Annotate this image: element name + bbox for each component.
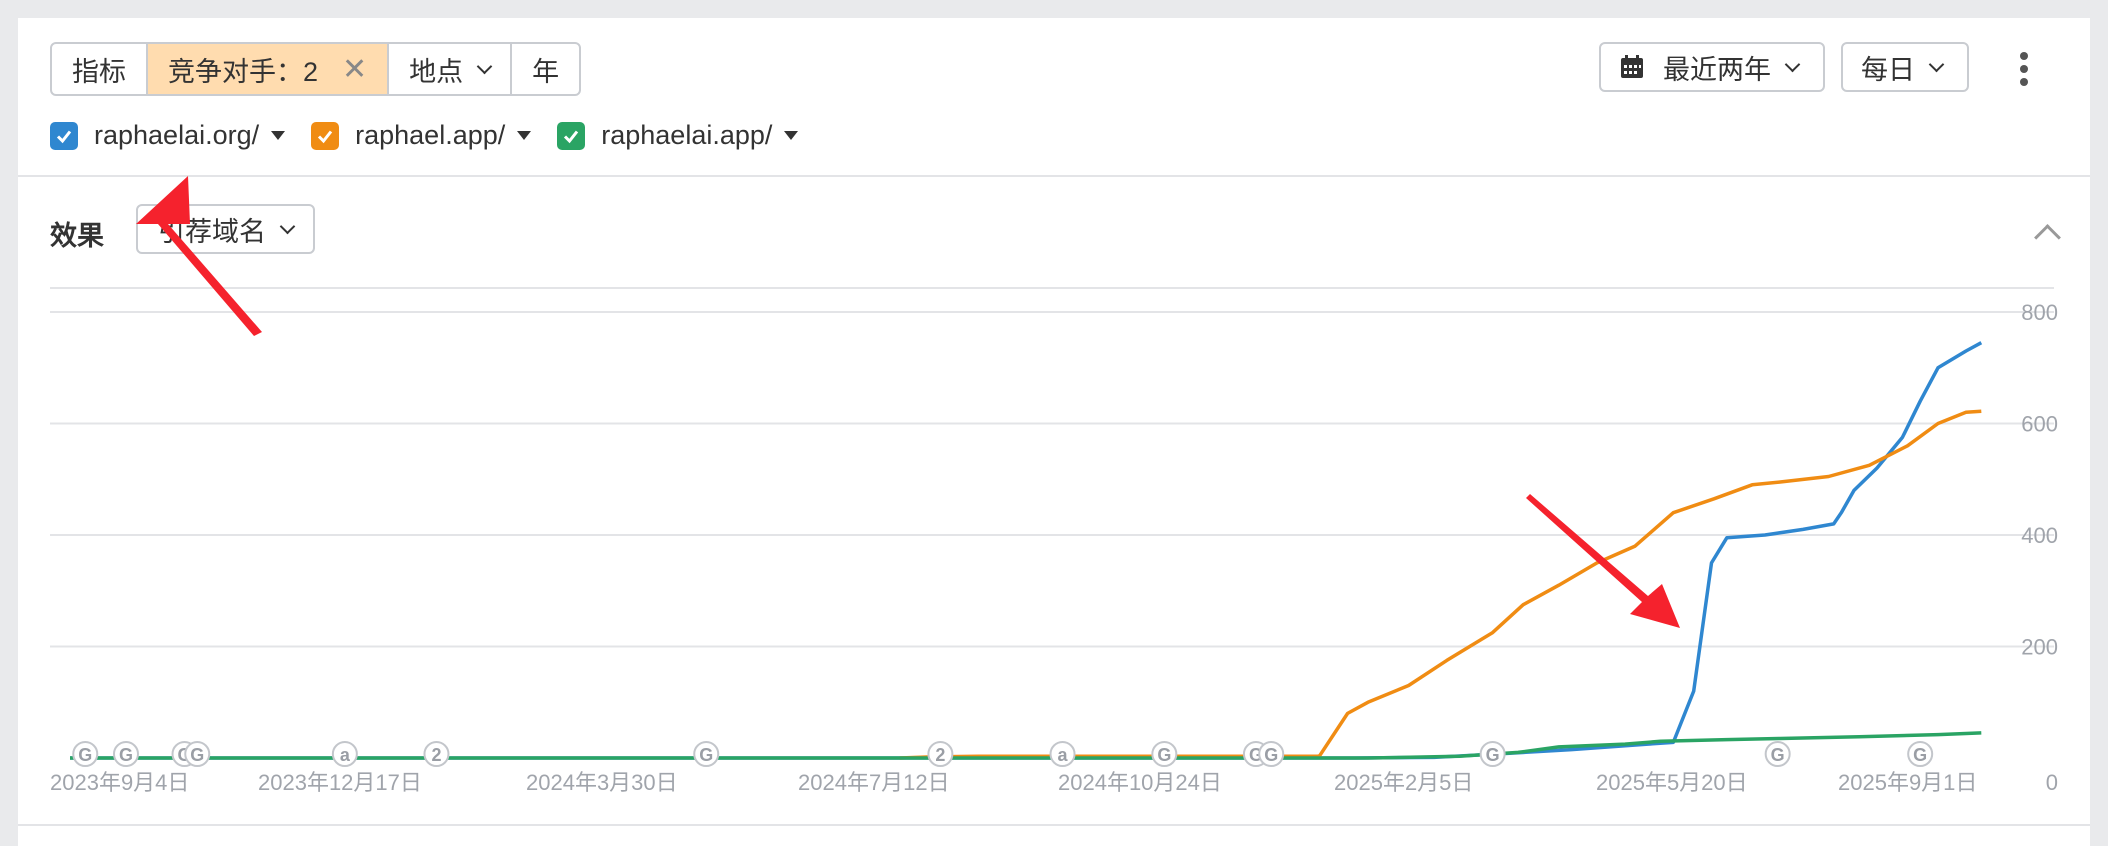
date-range-dropdown[interactable]: 最近两年: [1599, 42, 1825, 92]
legend-label: raphaelai.app/: [601, 120, 773, 150]
annotation-label: a: [1058, 745, 1069, 765]
legend-item-raphael-app[interactable]: raphael.app/: [311, 120, 532, 151]
line-chart: 0 200 400 600 800 2023年9月4日 2023年12月17日 2024年3月…: [50, 176, 2058, 795]
annotation-marker: [1764, 741, 1791, 767]
x-tick-label: 2024年10月24日: [1058, 770, 1222, 795]
annotation-marker: [331, 741, 358, 767]
legend-item-raphaelai-app[interactable]: raphaelai.app/: [557, 120, 799, 151]
x-tick-label: 2025年9月1日: [1838, 770, 1977, 795]
annotation-label: G: [1771, 745, 1785, 765]
location-dropdown[interactable]: 地点: [389, 44, 513, 94]
annotation-label: G: [1913, 745, 1927, 765]
card-bottom-divider: [18, 824, 2090, 826]
location-label: 地点: [409, 56, 464, 87]
red-arrow-down: [1526, 494, 1680, 628]
annotation-marker: [112, 741, 139, 767]
annotation-label: G: [699, 745, 713, 765]
section-title: 效果: [50, 221, 104, 251]
annotation-label: G: [1157, 745, 1171, 765]
annotation-marker: [1258, 741, 1285, 767]
annotation-marker: [423, 741, 450, 767]
checkbox-icon[interactable]: [311, 121, 340, 150]
calendar-icon: [1621, 55, 1643, 78]
close-icon[interactable]: ✕: [342, 52, 368, 86]
x-tick-label: 2025年2月5日: [1334, 770, 1473, 795]
annotation-marker: [927, 741, 954, 767]
metrics-tab[interactable]: 指标: [52, 44, 148, 94]
annotation-label: G: [190, 745, 204, 765]
metric-dropdown[interactable]: 引荐域名: [136, 204, 315, 254]
legend-label: raphael.app/: [355, 120, 506, 150]
y-tick-label: 400: [2021, 523, 2058, 548]
annotation-label: G: [1264, 745, 1278, 765]
metrics-tab-label: 指标: [72, 56, 126, 87]
filter-segment-bar: 指标 竞争对手：2 ✕ 地点 年: [50, 42, 582, 96]
performance-card: 指标 竞争对手：2 ✕ 地点 年 最近两年 每日 raphaelai.org/: [18, 18, 2090, 846]
annotation-marker: [1049, 741, 1076, 767]
x-tick-label: 2023年12月17日: [258, 770, 422, 795]
annotation-label: a: [340, 745, 351, 765]
y-tick-label: 800: [2021, 300, 2058, 325]
annotation-label: G: [119, 745, 133, 765]
x-tick-label: 2024年7月12日: [798, 770, 950, 795]
x-tick-label: 2023年9月4日: [50, 770, 189, 795]
year-tab[interactable]: 年: [512, 44, 579, 94]
series-line: [70, 731, 1982, 760]
caret-down-icon[interactable]: [271, 131, 286, 140]
annotation-marker: [1479, 741, 1506, 767]
x-tick-label: 2025年5月20日: [1596, 770, 1748, 795]
legend-item-raphaelai-org[interactable]: raphaelai.org/: [50, 120, 286, 151]
annotation-marker: [72, 741, 99, 767]
y-tick-label: 0: [2046, 770, 2058, 795]
series-line: [899, 409, 1982, 760]
granularity-label: 每日: [1861, 54, 1915, 85]
y-tick-label: 200: [2021, 635, 2058, 660]
annotation-label: 2: [935, 745, 945, 765]
checkbox-icon[interactable]: [557, 121, 586, 150]
annotation-label: G: [78, 745, 92, 765]
annotation-marker: [1151, 741, 1178, 767]
annotation-marker: [693, 741, 720, 767]
red-arrow-up: [136, 176, 262, 336]
date-range-label: 最近两年: [1663, 54, 1771, 85]
legend-label: raphaelai.org/: [94, 120, 260, 150]
year-label: 年: [532, 56, 560, 87]
annotation-marker: [184, 741, 211, 767]
caret-down-icon[interactable]: [517, 131, 532, 140]
competitors-tab-label: 竞争对手：2: [168, 56, 319, 87]
more-options-icon[interactable]: [2018, 52, 2030, 86]
x-tick-label: 2024年3月30日: [526, 770, 678, 795]
annotation-marker: [1907, 741, 1934, 767]
annotation-label: 2: [431, 745, 441, 765]
section-divider: [18, 175, 2090, 177]
y-tick-label: 600: [2021, 412, 2058, 437]
series-line: [70, 341, 1983, 760]
competitors-tab[interactable]: 竞争对手：2 ✕: [148, 44, 390, 94]
annotation-label: G: [1486, 745, 1500, 765]
caret-down-icon[interactable]: [784, 131, 799, 140]
granularity-dropdown[interactable]: 每日: [1841, 42, 1969, 92]
checkbox-icon[interactable]: [50, 121, 78, 150]
chart-legend: raphaelai.org/ raphael.app/ raphaelai.ap…: [50, 120, 824, 151]
